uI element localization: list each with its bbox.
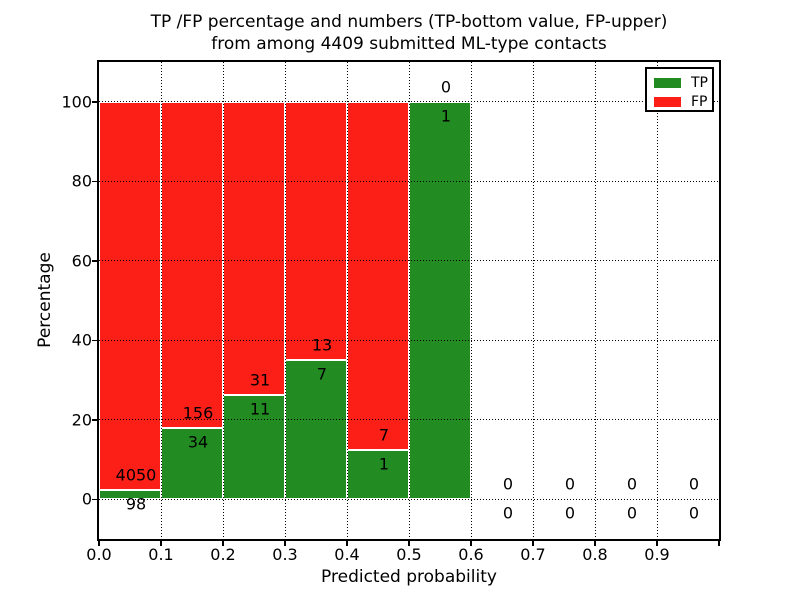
fp-count-label: 0	[440, 77, 452, 97]
x-tick-label: 0.7	[520, 545, 546, 564]
legend: TP FP	[645, 67, 714, 112]
tp-count-label: 1	[440, 106, 452, 126]
y-tick-label: 0	[81, 489, 92, 509]
x-tick	[408, 541, 410, 546]
fp-count-label: 0	[626, 474, 638, 494]
x-gridline	[222, 62, 224, 539]
legend-label: TP	[691, 74, 708, 91]
x-tick-label: 0.2	[210, 545, 236, 564]
y-tick-label: 80	[71, 171, 92, 191]
fp-bar-segment	[347, 101, 409, 450]
x-gridline	[408, 62, 410, 539]
tp-count-label: 34	[187, 432, 209, 452]
fp-bar-segment	[99, 101, 161, 490]
x-tick	[470, 541, 472, 546]
tp-bar-segment	[223, 395, 285, 500]
x-gridline	[532, 62, 534, 539]
x-tick-label: 0.0	[86, 545, 112, 564]
x-tick	[346, 541, 348, 546]
x-tick	[594, 541, 596, 546]
x-tick-label: 0.8	[582, 545, 608, 564]
y-tick	[92, 180, 97, 182]
y-tick	[92, 339, 97, 341]
x-tick	[160, 541, 162, 546]
fp-bar-segment	[285, 101, 347, 361]
y-tick-label: 100	[61, 92, 92, 112]
x-tick	[718, 541, 720, 546]
tp-count-label: 0	[688, 503, 700, 523]
x-tick	[656, 541, 658, 546]
tp-count-label: 0	[502, 503, 514, 523]
x-gridline	[346, 62, 348, 539]
y-tick	[92, 101, 97, 103]
fp-bar-segment	[161, 101, 223, 429]
fp-count-label: 31	[249, 370, 271, 390]
tp-bar-segment	[347, 449, 409, 500]
legend-swatch-tp	[654, 77, 681, 88]
x-tick-label: 0.5	[396, 545, 422, 564]
chart-title-line1: TP /FP percentage and numbers (TP-bottom…	[150, 12, 668, 32]
tp-bar-segment	[409, 101, 471, 500]
y-tick-label: 40	[71, 330, 92, 350]
x-tick	[532, 541, 534, 546]
legend-swatch-fp	[654, 96, 681, 107]
chart-title-line2: from among 4409 submitted ML-type contac…	[211, 34, 607, 54]
y-tick-label: 60	[71, 251, 92, 271]
fp-count-label: 4050	[115, 465, 157, 485]
legend-label: FP	[691, 93, 708, 110]
tp-bar-segment	[285, 360, 347, 500]
x-axis-label: Predicted probability	[321, 567, 497, 587]
fp-count-label: 0	[564, 474, 576, 494]
tp-count-label: 0	[564, 503, 576, 523]
x-tick	[284, 541, 286, 546]
x-tick-label: 0.4	[334, 545, 360, 564]
x-gridline	[656, 62, 658, 539]
x-tick-label: 0.9	[644, 545, 670, 564]
x-gridline	[160, 62, 162, 539]
x-gridline	[594, 62, 596, 539]
fp-count-label: 0	[688, 474, 700, 494]
tp-count-label: 7	[316, 364, 328, 384]
x-tick	[222, 541, 224, 546]
tp-count-label: 0	[626, 503, 638, 523]
legend-row: TP	[647, 73, 712, 92]
x-gridline	[284, 62, 286, 539]
tp-count-label: 1	[378, 454, 390, 474]
y-tick-label: 20	[71, 410, 92, 430]
y-tick	[92, 419, 97, 421]
y-tick	[92, 260, 97, 262]
x-tick-label: 0.1	[148, 545, 174, 564]
fp-bar-segment	[223, 101, 285, 396]
tp-count-label: 11	[249, 399, 271, 419]
fp-count-label: 7	[378, 425, 390, 445]
fp-count-label: 13	[311, 335, 333, 355]
y-tick	[92, 498, 97, 500]
fp-count-label: 0	[502, 474, 514, 494]
x-gridline	[470, 62, 472, 539]
x-tick-label: 0.6	[458, 545, 484, 564]
x-tick	[98, 541, 100, 546]
fp-count-label: 156	[182, 403, 214, 423]
chart-title: TP /FP percentage and numbers (TP-bottom…	[99, 11, 719, 55]
legend-row: FP	[647, 92, 712, 111]
tp-count-label: 98	[125, 494, 147, 514]
x-tick-label: 0.3	[272, 545, 298, 564]
